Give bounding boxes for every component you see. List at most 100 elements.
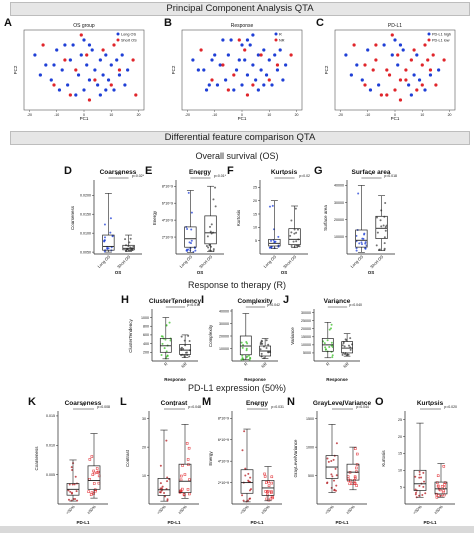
data-point [326, 457, 329, 460]
data-point [183, 473, 187, 476]
box-group-2 [341, 333, 354, 357]
data-point [424, 492, 427, 495]
scatter-point [245, 38, 250, 42]
data-point [349, 337, 352, 340]
scatter-point [289, 53, 293, 57]
scatter-point [74, 68, 78, 72]
y-tick-label: 0.0050 [80, 250, 91, 254]
data-point [360, 243, 363, 246]
plot-title: Contrast [161, 400, 189, 407]
data-point [92, 492, 95, 495]
scatter-point [243, 58, 247, 62]
box-group-1 [157, 429, 171, 502]
y-axis-label: Complexity [208, 324, 213, 347]
scatter-point [251, 83, 255, 87]
data-point [418, 494, 421, 497]
significance-stars: * [257, 404, 259, 410]
data-point [442, 465, 446, 468]
scatter-point [226, 88, 230, 92]
scatter-point [377, 83, 381, 87]
plot-title: Surface area [351, 169, 390, 176]
scatter-point [374, 58, 378, 62]
data-point [124, 238, 127, 241]
data-point [159, 482, 162, 485]
scatter-point [420, 83, 424, 87]
data-point [182, 347, 185, 350]
scatter-point [366, 48, 370, 52]
y-tick-label: 2*10^9 [218, 481, 229, 485]
data-point [88, 458, 92, 461]
p-value-label: p=0.040 [349, 303, 362, 307]
data-point [165, 350, 168, 353]
section-title-response: Response to therapy (R) [187, 280, 287, 290]
plot-title: GrayLevelVariance [313, 400, 372, 407]
scatter-point [398, 78, 403, 82]
category-label: R [243, 361, 249, 367]
scatter-point [213, 53, 217, 57]
x-tick-label: 20 [295, 113, 299, 117]
category-label: Long OS [96, 254, 111, 269]
scatter-point [398, 43, 403, 47]
category-label: Short OS [198, 254, 213, 269]
data-point [166, 480, 169, 483]
scatter-point [63, 58, 67, 62]
data-point [333, 489, 336, 492]
scatter-point [352, 43, 356, 47]
scatter-point [245, 93, 250, 97]
data-point [187, 248, 190, 251]
data-point [161, 335, 164, 338]
x-axis-label: OS [197, 270, 204, 275]
box-iqr [355, 229, 368, 248]
panel-label-a: A [4, 17, 12, 29]
significance-stars: * [284, 173, 286, 179]
y-axis-label: Kurtosis [381, 450, 386, 467]
data-point [187, 191, 190, 194]
scatter-point [431, 53, 435, 57]
scatter-point [393, 88, 397, 92]
y-tick-label: 1500 [306, 417, 314, 421]
data-point [179, 489, 183, 493]
category-label: <50% [412, 504, 423, 515]
data-point [442, 489, 446, 493]
category-label: Short OS [369, 254, 384, 269]
scatter-point [115, 58, 119, 62]
y-tick-label: 30 [142, 417, 146, 421]
data-point [186, 249, 189, 252]
y-tick-label: 10000 [219, 347, 229, 351]
box-group-1 [321, 321, 334, 359]
pca-banner: Principal Component Analysis QTA [10, 2, 470, 16]
data-point [247, 472, 250, 475]
data-point [384, 229, 387, 232]
scatter-point [363, 83, 367, 87]
data-point [71, 468, 74, 471]
data-point [74, 475, 77, 478]
scatter-point [251, 63, 255, 67]
box-group-1 [159, 317, 172, 360]
scatter-point [52, 83, 56, 87]
data-point [71, 483, 74, 486]
data-point [246, 342, 249, 345]
scatter-point [41, 43, 45, 47]
data-point [260, 352, 263, 355]
scatter-point [243, 48, 247, 52]
category-label: <50% [156, 504, 167, 515]
scatter-point [38, 73, 42, 77]
y-tick-label: 0.0150 [80, 213, 91, 217]
data-point [95, 467, 99, 470]
scatter-point [82, 88, 86, 92]
scatter-point [428, 73, 433, 77]
category-label: ≥50% [345, 504, 356, 515]
scatter-point [112, 43, 116, 47]
data-point [331, 356, 334, 359]
category-label: ≥50% [177, 504, 188, 515]
data-point [333, 479, 336, 482]
data-point [212, 248, 215, 251]
scatter-title: OS group [73, 23, 95, 29]
data-point [67, 489, 70, 492]
data-point [349, 348, 352, 351]
box-group-2 [346, 446, 360, 491]
y-tick-label: 0.0100 [80, 231, 91, 235]
scatter-point [101, 73, 105, 77]
box-iqr [239, 335, 252, 356]
x-tick-label: 20 [137, 113, 141, 117]
